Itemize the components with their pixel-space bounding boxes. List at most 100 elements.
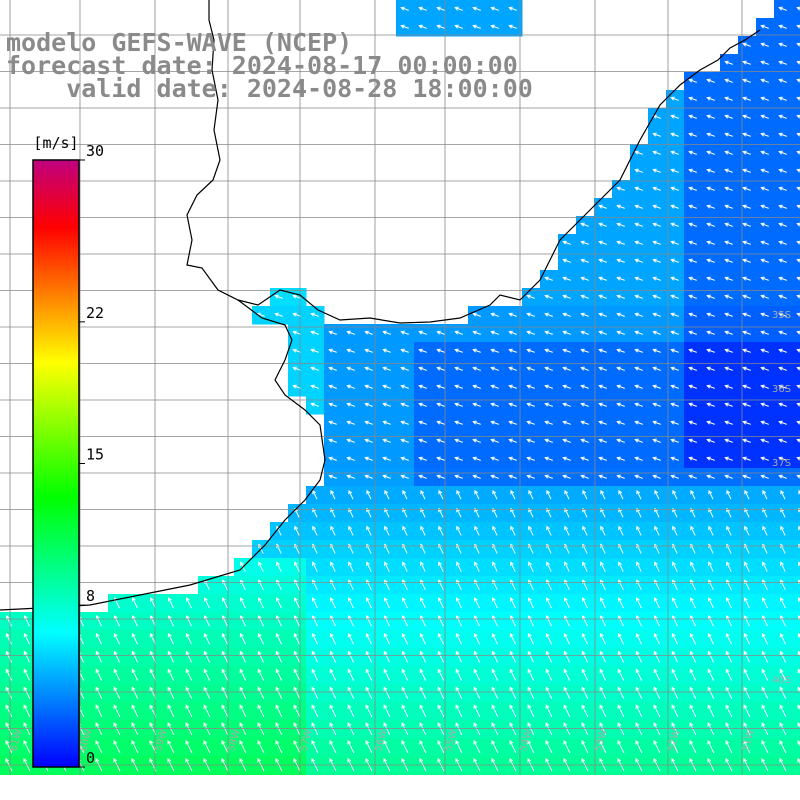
wind-arrow-head: [113, 722, 118, 727]
wind-arrow-head: [778, 384, 783, 389]
wind-arrow: [635, 651, 643, 663]
wind-arrow-head: [636, 777, 639, 780]
wind-arrow-head: [329, 722, 334, 727]
wind-arrow: [671, 704, 679, 718]
wind-arrow-head: [490, 438, 495, 443]
wind-arrow: [275, 295, 283, 299]
wind-arrow: [527, 331, 535, 335]
wind-arrow: [797, 439, 800, 442]
wind-arrow: [185, 740, 193, 754]
wind-arrow-head: [634, 366, 639, 371]
wind-arrow-head: [779, 614, 784, 620]
wind-arrow-head: [23, 632, 28, 638]
wind-arrow: [671, 169, 679, 173]
wind-arrow-head: [742, 456, 747, 461]
wind-arrow-head: [293, 722, 298, 727]
wind-arrow-head: [276, 777, 279, 780]
wind-arrow-head: [636, 489, 641, 495]
wind-arrow: [330, 633, 336, 645]
wind-arrow: [582, 633, 588, 645]
wind-arrow-head: [670, 222, 675, 227]
wind-arrow-head: [725, 632, 730, 638]
wind-arrow: [473, 439, 481, 443]
wind-arrow: [599, 349, 607, 353]
wind-arrow-head: [400, 384, 405, 389]
wind-arrow-head: [635, 704, 640, 709]
speed-cell: [792, 594, 800, 613]
wind-arrow: [635, 151, 643, 155]
wind-arrow: [671, 421, 679, 425]
wind-arrow-head: [688, 348, 693, 353]
wind-arrow-head: [509, 740, 514, 745]
wind-arrow: [707, 367, 715, 371]
wind-arrow: [600, 526, 606, 536]
wind-arrow: [438, 615, 444, 627]
wind-arrow: [671, 385, 679, 389]
wind-arrow: [761, 97, 769, 101]
wind-arrow-head: [706, 474, 711, 479]
wind-arrow: [455, 439, 463, 443]
wind-arrow: [797, 25, 800, 28]
wind-arrow-head: [328, 384, 333, 389]
wind-arrow-head: [778, 204, 783, 209]
wind-arrow-head: [618, 525, 622, 531]
wind-arrow: [437, 331, 445, 335]
wind-arrow: [546, 508, 552, 518]
wind-arrow-head: [726, 525, 730, 531]
wind-arrow-head: [724, 258, 729, 263]
wind-arrow-head: [744, 507, 749, 513]
wind-arrow: [239, 704, 247, 718]
wind-arrow: [726, 777, 732, 790]
wind-arrow-head: [473, 597, 478, 602]
wind-arrow: [779, 7, 787, 11]
wind-arrow: [510, 597, 516, 609]
wind-arrow-head: [328, 474, 333, 479]
wind-arrow: [365, 349, 373, 353]
wind-arrow-head: [760, 42, 765, 47]
wind-arrow: [725, 313, 733, 317]
wind-arrow-head: [616, 276, 621, 281]
wind-arrow: [617, 403, 625, 407]
wind-arrow-head: [400, 330, 405, 335]
wind-arrow: [636, 597, 642, 609]
wind-arrow: [455, 385, 463, 389]
wind-arrow: [671, 439, 679, 443]
wind-arrow-head: [311, 740, 316, 745]
wind-arrow: [293, 313, 301, 317]
wind-arrow-head: [6, 777, 9, 780]
wind-arrow: [401, 457, 409, 461]
wind-arrow-head: [347, 614, 352, 620]
wind-arrow: [257, 722, 265, 736]
wind-arrow: [473, 7, 481, 11]
speed-cell: [792, 180, 800, 199]
wind-arrow-head: [490, 330, 495, 335]
wind-arrow-head: [454, 420, 459, 425]
wind-arrow: [545, 687, 553, 699]
wind-arrow-head: [113, 686, 118, 691]
wind-arrow: [545, 331, 553, 335]
wind-arrow-head: [706, 168, 711, 173]
wind-arrow: [689, 740, 697, 754]
wind-arrow-head: [707, 740, 712, 745]
speed-cell: [468, 774, 487, 775]
wind-arrow: [564, 615, 570, 627]
wind-arrow-head: [742, 330, 747, 335]
wind-arrow: [365, 421, 373, 425]
wind-arrow-head: [761, 704, 766, 709]
wind-arrow-head: [580, 474, 585, 479]
speed-cell: [612, 774, 631, 775]
wind-arrow: [582, 579, 588, 591]
wind-arrow-head: [706, 384, 711, 389]
wind-arrow: [311, 349, 319, 353]
wind-arrow: [402, 597, 408, 609]
wind-arrow: [329, 475, 337, 479]
wind-arrow: [204, 777, 210, 790]
wind-arrow: [312, 579, 318, 591]
wind-arrow: [131, 651, 139, 663]
wind-arrow-head: [742, 204, 747, 209]
wind-arrow-head: [455, 668, 460, 674]
wind-arrow-head: [293, 757, 298, 763]
wind-arrow: [131, 704, 139, 718]
wind-arrow-head: [400, 438, 405, 443]
wind-arrow-head: [725, 757, 730, 763]
